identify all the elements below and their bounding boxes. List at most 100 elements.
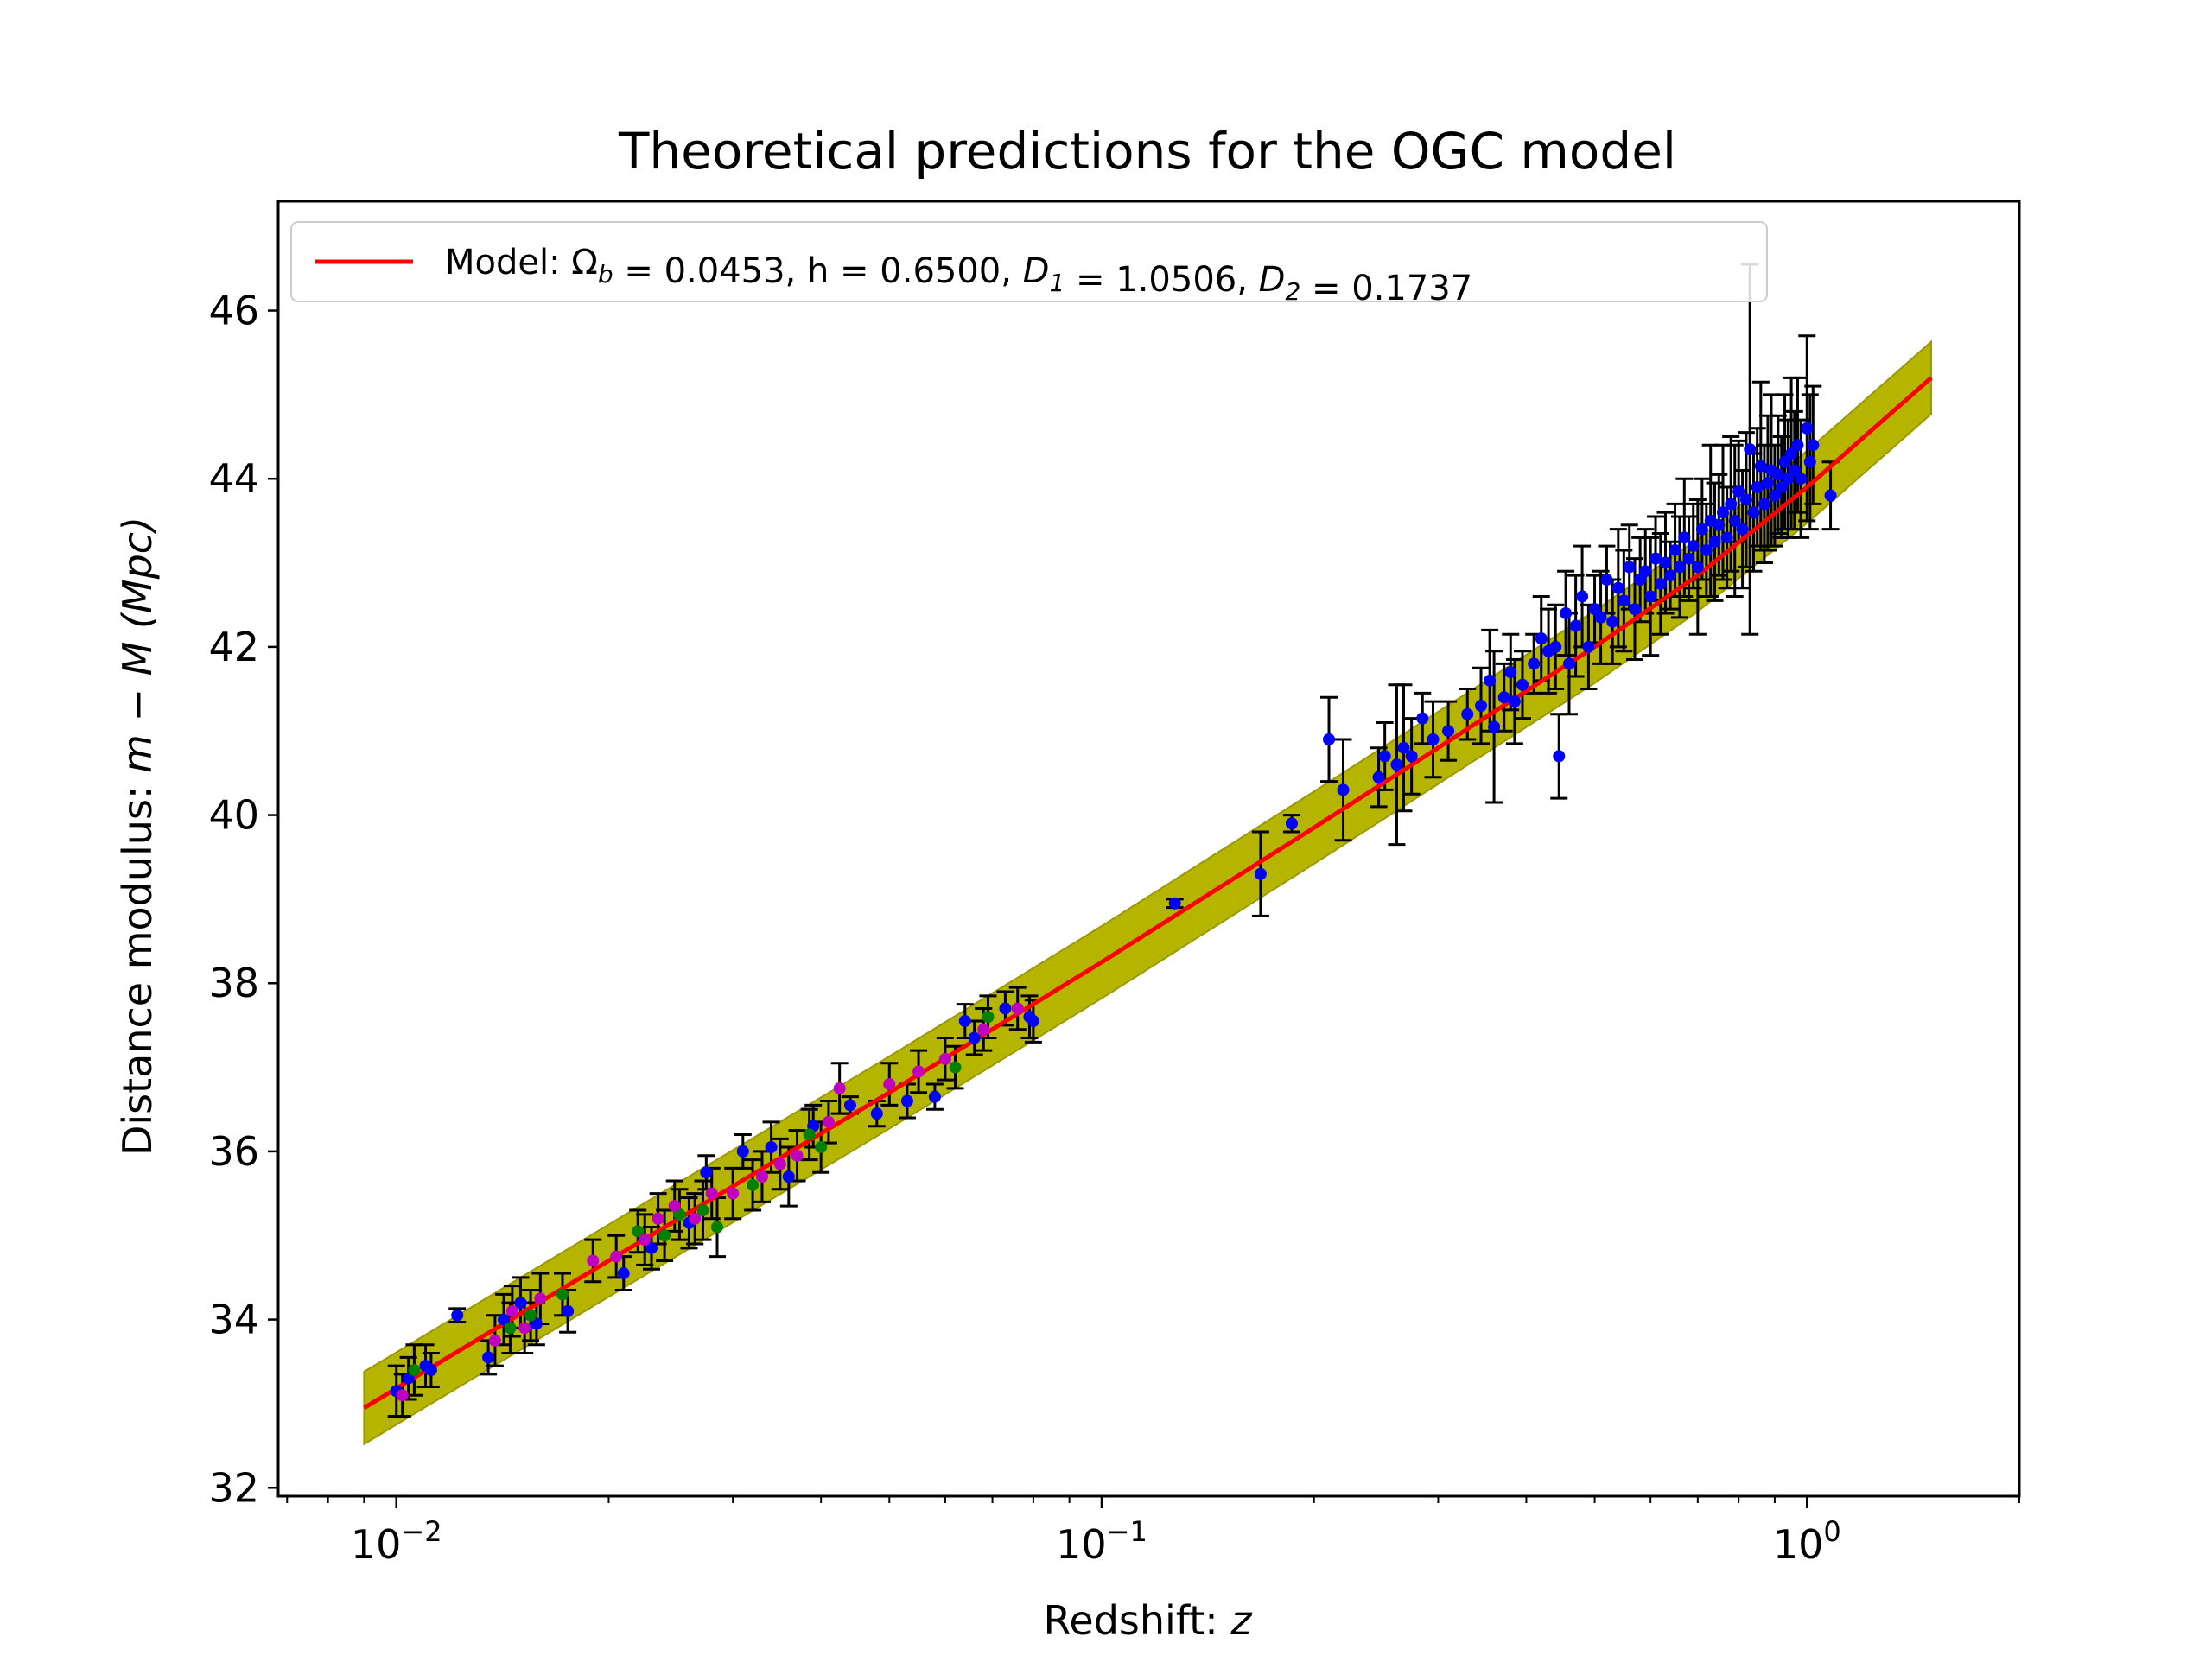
data-point	[451, 1309, 464, 1322]
data-point	[1654, 577, 1667, 590]
y-axis-ticks: 32 34 36 38 40 42 44 46	[208, 288, 278, 1511]
data-point	[1644, 590, 1657, 603]
data-point	[1323, 733, 1336, 745]
y-tick-label: 40	[208, 792, 259, 839]
x-tick-label-base: 10	[1056, 1521, 1107, 1568]
data-point	[1778, 455, 1791, 468]
y-tick-label: 42	[208, 624, 259, 670]
data-point	[498, 1313, 511, 1326]
data-point	[1669, 543, 1681, 556]
data-point	[1508, 695, 1521, 708]
data-point	[705, 1187, 718, 1200]
data-point	[1397, 741, 1410, 754]
legend: Model: Ωb = 0.0453, h = 0.6500, D1 = 1.0…	[290, 221, 1768, 308]
data-point	[1791, 439, 1804, 452]
plot-frame	[276, 200, 2021, 1498]
data-point	[1803, 455, 1816, 468]
data-point	[870, 1107, 883, 1120]
y-tick-label: 46	[208, 288, 259, 334]
data-point	[504, 1322, 517, 1335]
data-point	[1528, 657, 1541, 670]
data-point	[1484, 674, 1497, 687]
data-point	[1639, 565, 1652, 578]
data-point	[1594, 611, 1607, 624]
legend-label-part: Model: Ω	[445, 243, 598, 282]
data-point	[1739, 493, 1752, 506]
data-point	[696, 1204, 709, 1217]
y-axis-label-space	[114, 629, 161, 642]
data-point	[1754, 460, 1767, 473]
legend-label-part: b	[598, 260, 613, 289]
data-point	[1461, 707, 1474, 720]
legend-label-part: D	[1259, 260, 1286, 300]
data-point	[938, 1052, 951, 1065]
data-point	[1807, 439, 1820, 452]
data-point	[968, 1031, 981, 1044]
legend-label-part: 1	[1049, 269, 1065, 297]
data-point	[1771, 468, 1784, 481]
data-point	[843, 1099, 856, 1112]
data-point	[1687, 540, 1700, 553]
data-point	[1611, 581, 1624, 594]
data-point	[1629, 603, 1642, 616]
data-point	[1576, 590, 1589, 603]
legend-box	[290, 221, 1768, 302]
data-point	[1758, 498, 1770, 511]
data-point	[1768, 489, 1781, 502]
data-point	[1416, 712, 1429, 725]
data-point	[883, 1078, 896, 1091]
data-point	[1716, 506, 1729, 519]
x-axis-label-var: z	[1230, 1597, 1252, 1644]
data-point	[1569, 619, 1582, 632]
data-point	[1720, 531, 1733, 544]
data-point	[1606, 615, 1619, 628]
data-point-layer	[390, 422, 1837, 1402]
data-point	[977, 1023, 990, 1036]
data-point	[1747, 506, 1760, 519]
data-point	[524, 1309, 537, 1322]
y-axis-label-var: m − M	[114, 642, 161, 773]
y-tick-label: 34	[208, 1297, 259, 1343]
x-tick-label-exponent: −2	[401, 1515, 442, 1548]
data-point	[1782, 473, 1795, 485]
legend-label-part: 2	[1285, 277, 1300, 306]
data-point	[1795, 473, 1808, 485]
data-point	[1378, 750, 1391, 763]
data-point	[1516, 678, 1529, 691]
data-point	[1562, 657, 1575, 670]
x-tick-label: 100	[1773, 1515, 1841, 1568]
data-point	[900, 1094, 913, 1107]
data-point	[1427, 733, 1440, 745]
data-point	[652, 1212, 664, 1225]
legend-label-part: D	[1023, 251, 1050, 291]
data-point	[556, 1288, 569, 1301]
data-point	[982, 1011, 995, 1024]
data-point	[1824, 489, 1837, 502]
data-point	[803, 1128, 816, 1141]
data-point	[1744, 443, 1757, 456]
data-point	[1788, 464, 1801, 477]
data-point	[639, 1234, 652, 1246]
data-point	[1751, 480, 1764, 493]
data-point	[1504, 666, 1517, 679]
chart-title: Theoretical predictions for the OGC mode…	[618, 122, 1676, 181]
data-point	[1700, 543, 1713, 556]
data-point	[668, 1200, 681, 1213]
data-point	[912, 1065, 925, 1078]
data-point	[755, 1170, 768, 1183]
data-point	[1678, 531, 1691, 544]
data-point	[658, 1229, 671, 1242]
data-point	[1728, 514, 1741, 527]
data-point	[632, 1225, 645, 1238]
data-point	[587, 1254, 600, 1267]
data-point	[562, 1304, 575, 1317]
y-tick-label: 44	[208, 455, 259, 502]
legend-label-part: = 0.0453, h = 0.6500,	[613, 251, 1023, 291]
legend-label-part: = 0.1737	[1300, 269, 1472, 308]
data-point	[1695, 523, 1708, 536]
x-tick-label-base: 10	[1773, 1521, 1824, 1568]
x-axis-label-text: Redshift:	[1044, 1597, 1231, 1644]
data-point	[1600, 574, 1613, 587]
data-point	[1535, 632, 1548, 645]
data-point	[1497, 691, 1510, 704]
